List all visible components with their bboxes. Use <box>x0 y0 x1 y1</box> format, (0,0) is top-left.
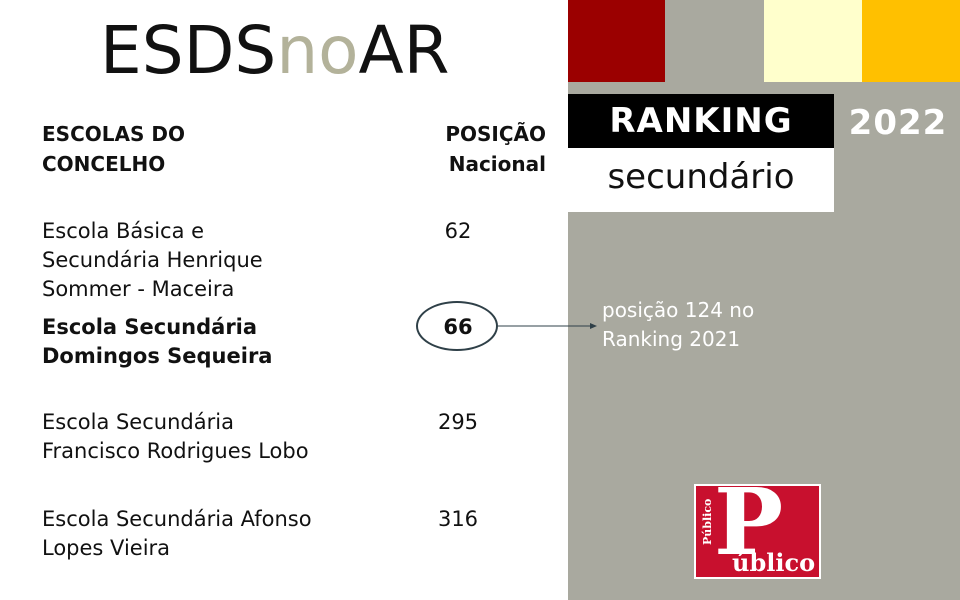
school-name-line: Domingos Sequeira <box>42 344 273 368</box>
school-name-line: Sommer - Maceira <box>42 277 235 301</box>
decor-square-gold <box>862 0 960 82</box>
school-name-line: Escola Básica e <box>42 219 205 243</box>
header-schools-line-2: CONCELHO <box>42 152 166 176</box>
school-rank: 295 <box>437 410 479 434</box>
header-schools: ESCOLAS DO CONCELHO <box>42 119 302 179</box>
school-name: Escola Básica e Secundária Henrique Somm… <box>42 217 382 304</box>
logo-word: úblico <box>732 548 816 577</box>
page-title: ESDSnoAR <box>100 6 450 96</box>
school-name-line: Escola Secundária <box>42 315 258 339</box>
logo-big-letter: P <box>714 468 784 576</box>
decor-square-cream <box>764 0 862 82</box>
school-name-line: Lopes Vieira <box>42 536 171 560</box>
school-name-highlighted: Escola Secundária Domingos Sequeira <box>42 313 382 371</box>
decor-square-gray <box>665 0 764 82</box>
title-part-ar: AR <box>358 12 450 89</box>
header-position-line-2: Nacional <box>448 152 546 176</box>
header-position: POSIÇÃO Nacional <box>400 119 546 179</box>
school-name-line: Secundária Henrique <box>42 248 263 272</box>
note-line-1: posição 124 no <box>602 298 755 322</box>
header-position-line-1: POSIÇÃO <box>445 122 546 146</box>
title-part-no: no <box>276 12 359 89</box>
school-name-line: Escola Secundária <box>42 410 234 434</box>
ranking-label: RANKING <box>568 94 834 148</box>
school-rank: 62 <box>444 219 472 243</box>
header-schools-line-1: ESCOLAS DO <box>42 122 185 146</box>
previous-ranking-note: posição 124 no Ranking 2021 <box>602 296 822 354</box>
title-part-esds: ESDS <box>100 12 277 89</box>
arrow-icon <box>498 323 597 329</box>
school-name: Escola Secundária Francisco Rodrigues Lo… <box>42 408 382 466</box>
logo-vertical-text: Público <box>701 498 714 546</box>
decor-square-red <box>568 0 665 82</box>
ranking-level: secundário <box>568 148 834 212</box>
school-name-line: Francisco Rodrigues Lobo <box>42 439 309 463</box>
school-name: Escola Secundária Afonso Lopes Vieira <box>42 505 382 563</box>
school-rank: 316 <box>437 507 479 531</box>
ranking-year: 2022 <box>848 103 948 143</box>
highlight-ellipse <box>416 301 498 351</box>
school-name-line: Escola Secundária Afonso <box>42 507 312 531</box>
publico-logo: P Público úblico <box>694 472 821 579</box>
school-rank-highlighted: 66 <box>443 315 473 339</box>
note-line-2: Ranking 2021 <box>602 327 741 351</box>
